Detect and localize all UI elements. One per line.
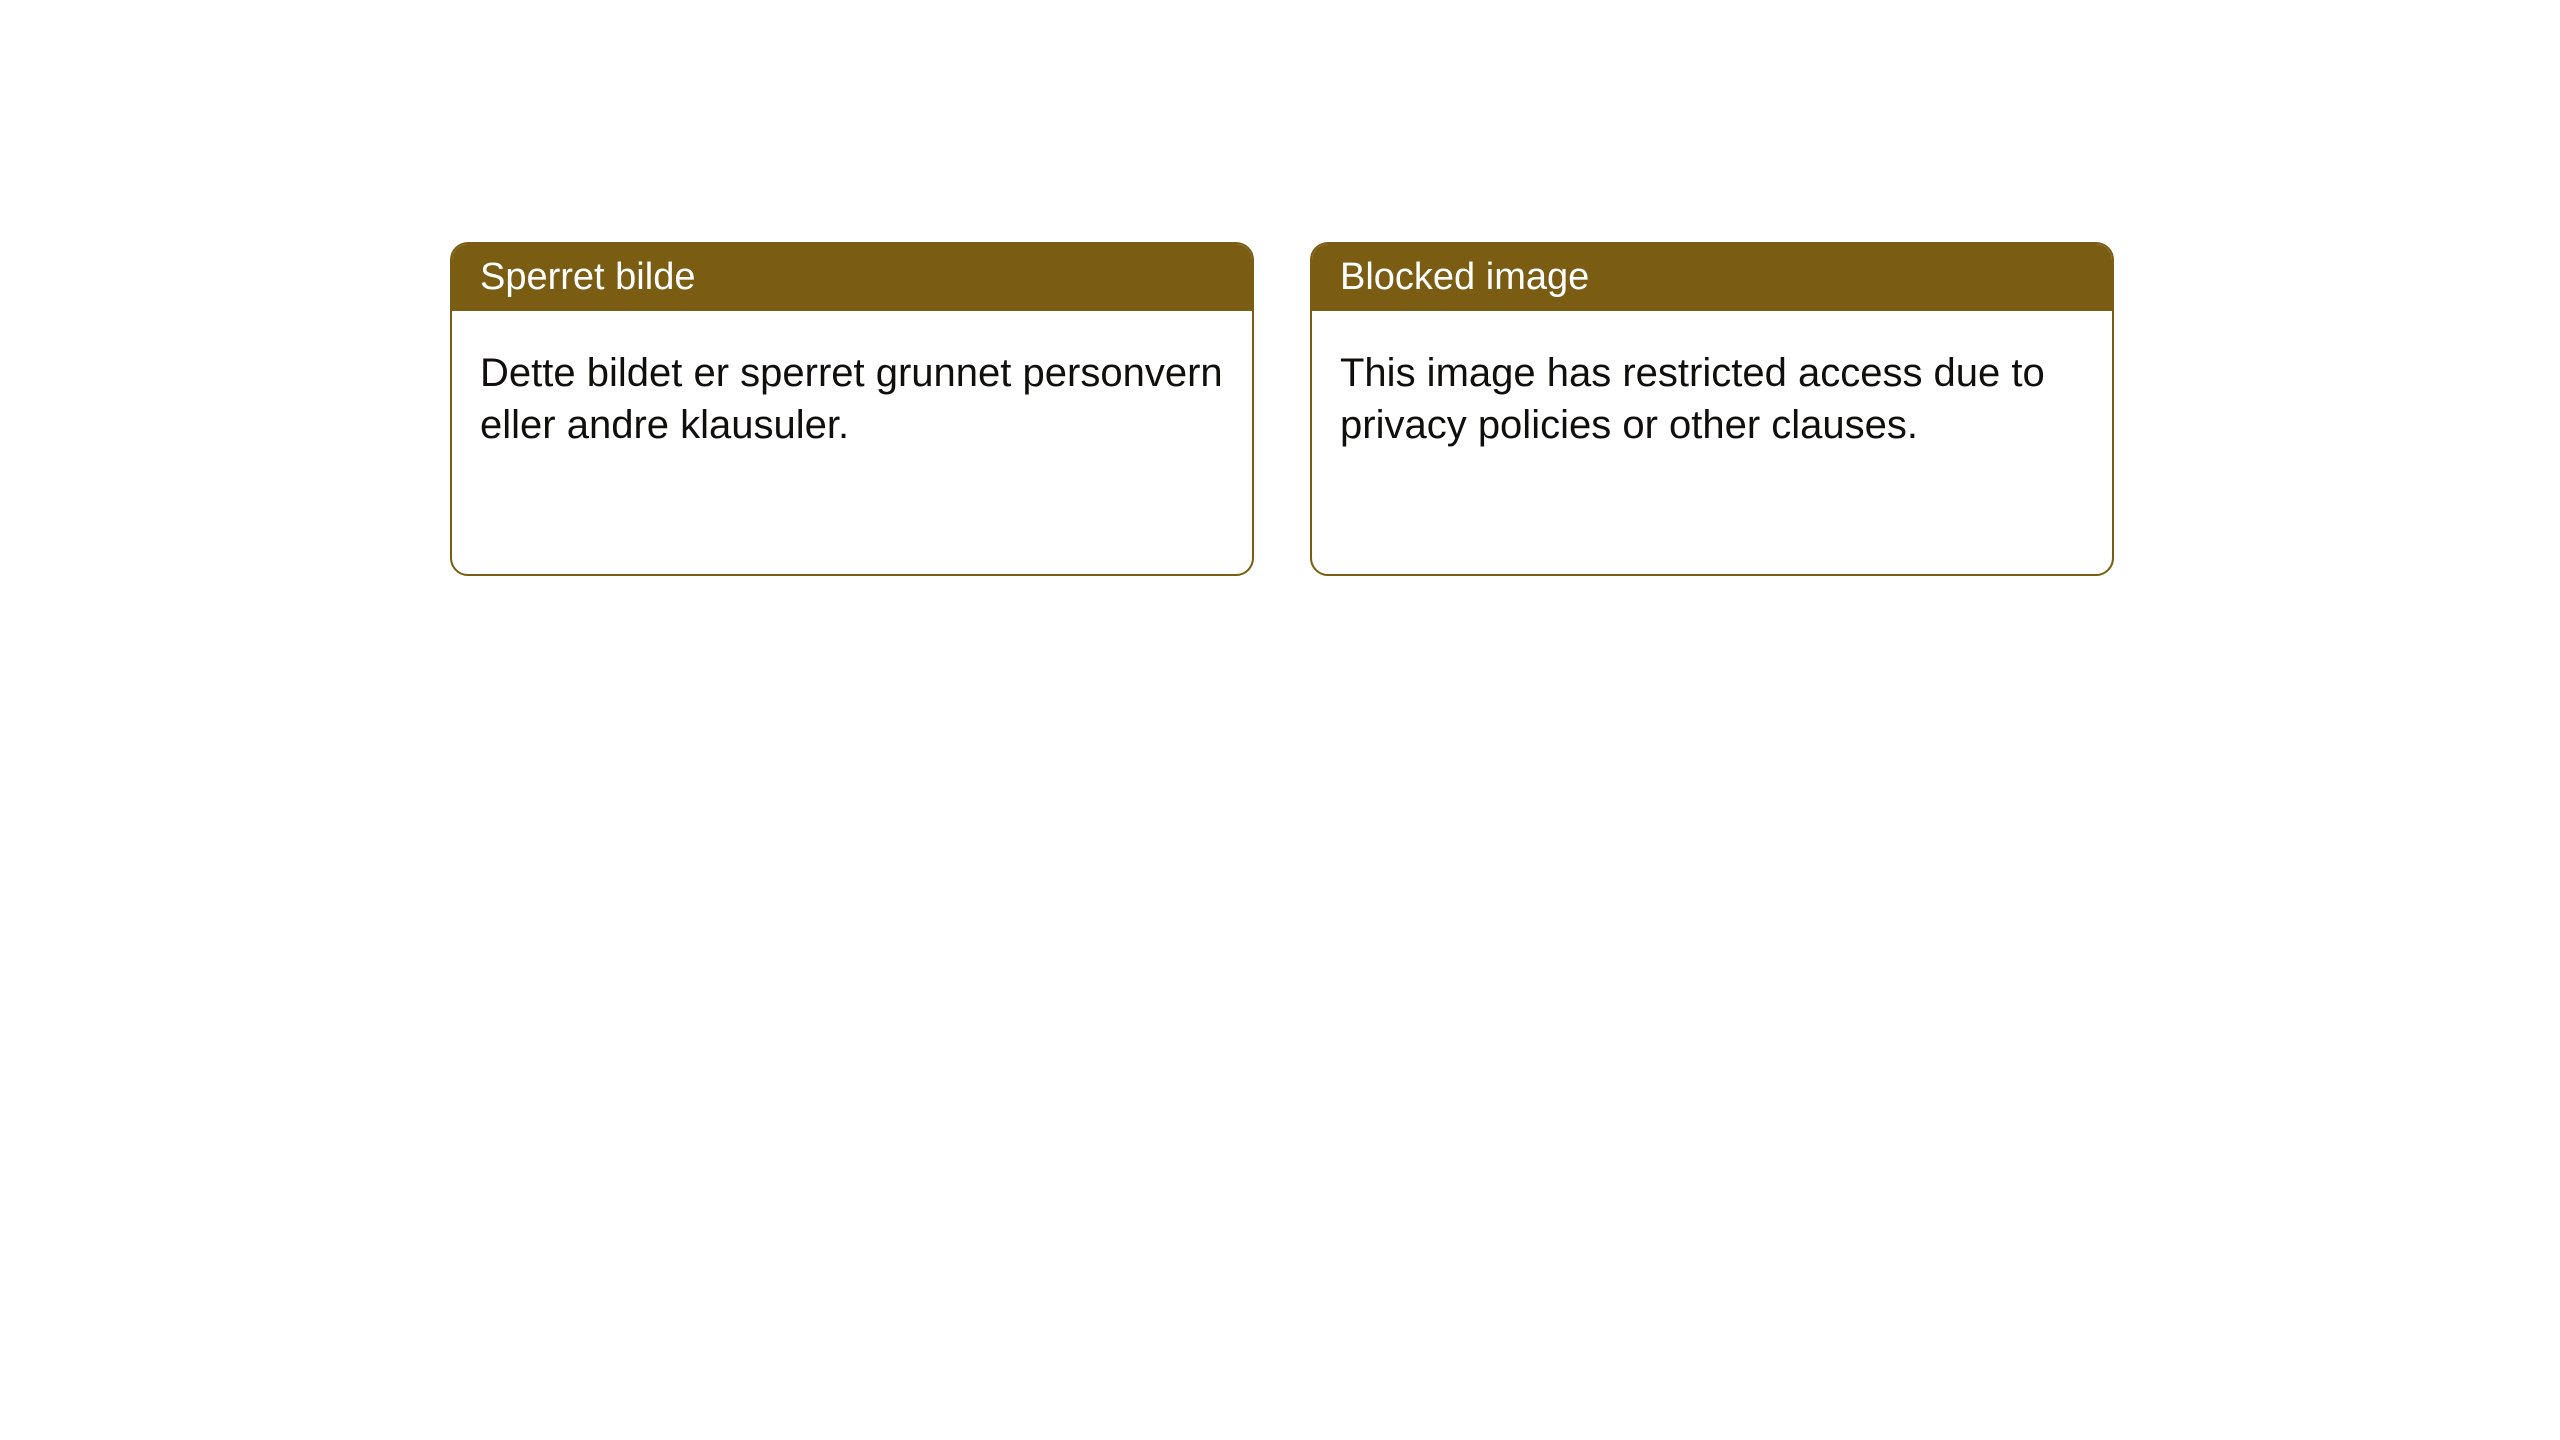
notice-card-text: Dette bildet er sperret grunnet personve… [480,351,1223,447]
notice-card-english: Blocked image This image has restricted … [1310,242,2114,576]
notice-card-body: This image has restricted access due to … [1312,311,2112,487]
notice-card-header: Blocked image [1312,244,2112,311]
notice-card-norwegian: Sperret bilde Dette bildet er sperret gr… [450,242,1254,576]
notice-card-body: Dette bildet er sperret grunnet personve… [452,311,1252,487]
notice-card-title: Blocked image [1340,256,1589,298]
notice-card-header: Sperret bilde [452,244,1252,311]
notice-card-text: This image has restricted access due to … [1340,351,2045,447]
notice-card-title: Sperret bilde [480,256,695,298]
notice-container: Sperret bilde Dette bildet er sperret gr… [0,0,2560,576]
